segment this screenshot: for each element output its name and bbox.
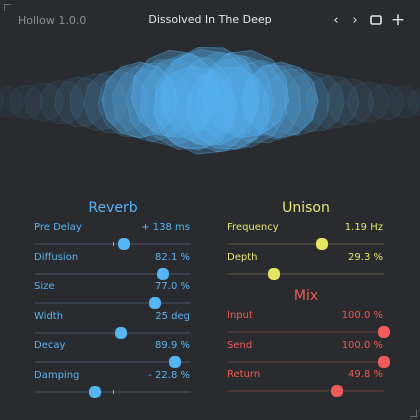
visualizer-shape-21 bbox=[346, 80, 389, 123]
width-track[interactable] bbox=[35, 326, 191, 339]
size-label: Size bbox=[34, 281, 55, 292]
damping-thumb[interactable] bbox=[89, 385, 102, 398]
pre-delay-thumb[interactable] bbox=[117, 238, 130, 250]
damping-track[interactable] bbox=[35, 385, 191, 398]
input-label: Input bbox=[227, 310, 253, 321]
visualizer-shape-28 bbox=[201, 50, 289, 138]
reverb-size-slider[interactable]: Size 77.0 % bbox=[33, 281, 193, 311]
visualizer-shape-31 bbox=[186, 66, 270, 150]
decay-thumb[interactable] bbox=[169, 356, 182, 368]
input-thumb[interactable] bbox=[378, 326, 390, 338]
visualizer-shape-5 bbox=[54, 76, 106, 128]
pre-delay-track[interactable] bbox=[35, 238, 191, 250]
version-label: Hollow 1.0.0 bbox=[18, 14, 87, 27]
visualizer-shape-20 bbox=[326, 78, 375, 126]
frequency-thumb[interactable] bbox=[315, 238, 328, 250]
diffusion-value: 82.1 % bbox=[155, 251, 190, 263]
width-label: Width bbox=[34, 310, 64, 322]
input-track[interactable] bbox=[228, 326, 390, 338]
depth-track[interactable] bbox=[228, 267, 384, 280]
damping-value: - 22.8 % bbox=[148, 369, 190, 381]
mix-send-slider[interactable]: Send 100.0 % bbox=[226, 339, 390, 370]
reverb-decay-slider[interactable]: Decay 89.9 % bbox=[33, 340, 193, 370]
width-thumb[interactable] bbox=[114, 326, 127, 339]
mix-return-slider[interactable]: Return 49.8 % bbox=[226, 369, 386, 399]
visualizer-shape-12 bbox=[154, 48, 260, 155]
visualizer-shape-3 bbox=[24, 82, 64, 123]
visualizer-shape-30 bbox=[152, 65, 238, 151]
reverb-pre-delay-slider[interactable]: Pre Delay + 138 ms bbox=[33, 222, 193, 252]
top-bar: Hollow 1.0.0 Dissolved In The Deep ‹ › + bbox=[0, 0, 420, 44]
send-track[interactable] bbox=[228, 355, 390, 368]
size-value: 77.0 % bbox=[155, 281, 190, 292]
width-value: 25 deg bbox=[155, 310, 190, 322]
diffusion-thumb[interactable] bbox=[157, 267, 170, 280]
unison-title: Unison bbox=[282, 200, 330, 216]
visualizer-shape-10 bbox=[125, 58, 215, 147]
visualizer-shape-1 bbox=[0, 86, 24, 118]
reverb-title: Reverb bbox=[88, 200, 138, 216]
visualizer-shape-18 bbox=[284, 71, 345, 133]
add-preset-button[interactable]: + bbox=[390, 10, 406, 30]
damping-label: Damping bbox=[34, 369, 80, 381]
preset-name[interactable]: Dissolved In The Deep bbox=[148, 13, 272, 26]
send-label: Send bbox=[227, 339, 253, 351]
visualizer-shape-0 bbox=[0, 92, 5, 112]
reverb-visualizer bbox=[0, 47, 420, 155]
visualizer-shape-7 bbox=[83, 69, 148, 135]
visualizer-shape-25 bbox=[101, 61, 179, 139]
damping-center-tick bbox=[113, 389, 114, 394]
decay-track[interactable] bbox=[35, 356, 191, 368]
diffusion-track[interactable] bbox=[35, 267, 191, 280]
depth-value: 29.3 % bbox=[348, 251, 383, 263]
return-track[interactable] bbox=[228, 385, 384, 397]
visualizer-shape-4 bbox=[39, 79, 85, 125]
corner-mark bbox=[4, 4, 11, 11]
window-toggle-button[interactable] bbox=[367, 11, 385, 29]
input-value: 100.0 % bbox=[341, 310, 383, 321]
resize-handle[interactable] bbox=[410, 410, 417, 417]
frequency-track[interactable] bbox=[228, 238, 384, 250]
send-thumb[interactable] bbox=[378, 355, 390, 368]
prev-preset-button[interactable]: ‹ bbox=[333, 12, 339, 28]
depth-thumb[interactable] bbox=[267, 267, 280, 280]
frequency-value: 1.19 Hz bbox=[344, 222, 383, 233]
next-preset-button[interactable]: › bbox=[352, 12, 358, 28]
mix-title: Mix bbox=[293, 288, 319, 304]
size-track[interactable] bbox=[35, 297, 191, 309]
return-thumb[interactable] bbox=[331, 385, 344, 397]
return-label: Return bbox=[227, 369, 261, 380]
visualizer-shape-29 bbox=[241, 61, 319, 139]
decay-value: 89.9 % bbox=[155, 340, 190, 351]
reverb-diffusion-slider[interactable]: Diffusion 82.1 % bbox=[33, 252, 193, 282]
window-icon bbox=[370, 15, 382, 25]
send-value: 100.0 % bbox=[341, 339, 383, 351]
visualizer-shape-2 bbox=[8, 85, 44, 120]
visualizer-shape-19 bbox=[305, 74, 360, 129]
reverb-damping-slider[interactable]: Damping - 22.8 % bbox=[33, 370, 193, 400]
mix-input-slider[interactable]: Input 100.0 % bbox=[226, 310, 390, 340]
size-thumb[interactable] bbox=[149, 297, 162, 309]
depth-label: Depth bbox=[227, 251, 258, 263]
unison-depth-slider[interactable]: Depth 29.3 % bbox=[226, 252, 386, 282]
pre-delay-center-tick bbox=[113, 242, 114, 246]
frequency-label: Frequency bbox=[227, 222, 279, 233]
unison-frequency-slider[interactable]: Frequency 1.19 Hz bbox=[226, 222, 386, 252]
visualizer-shape-6 bbox=[70, 73, 128, 131]
visualizer-shape-22 bbox=[367, 83, 405, 121]
visualizer-shape-15 bbox=[217, 59, 302, 144]
decay-label: Decay bbox=[34, 340, 66, 351]
pre-delay-value: + 138 ms bbox=[141, 222, 190, 233]
visualizer-shape-24 bbox=[407, 87, 420, 117]
diffusion-label: Diffusion bbox=[34, 251, 79, 263]
reverb-width-slider[interactable]: Width 25 deg bbox=[33, 311, 193, 341]
pre-delay-label: Pre Delay bbox=[34, 222, 82, 233]
return-value: 49.8 % bbox=[348, 369, 383, 380]
visualizer-shape-8 bbox=[97, 65, 170, 138]
